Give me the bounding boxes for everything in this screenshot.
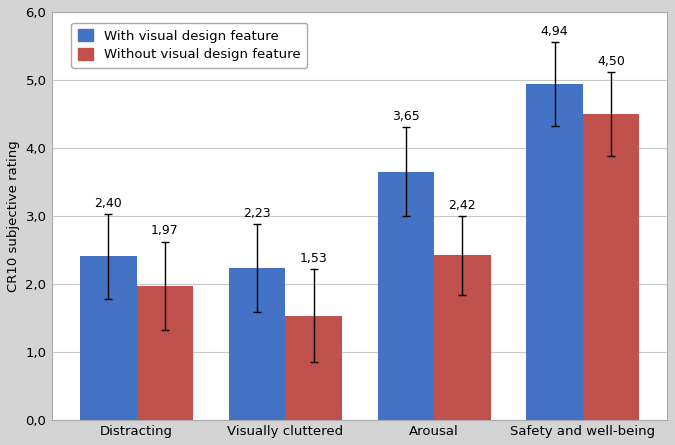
- Text: 2,40: 2,40: [95, 197, 122, 210]
- Bar: [583, 114, 639, 420]
- Legend: With visual design feature, Without visual design feature: With visual design feature, Without visu…: [71, 23, 307, 68]
- Text: 4,94: 4,94: [541, 25, 568, 38]
- Bar: [136, 286, 193, 420]
- Text: 1,53: 1,53: [300, 252, 327, 265]
- Bar: [526, 84, 583, 420]
- Bar: [80, 256, 136, 420]
- Bar: [377, 172, 434, 420]
- Bar: [286, 316, 342, 420]
- Text: 2,23: 2,23: [243, 207, 271, 220]
- Text: 2,42: 2,42: [448, 198, 476, 212]
- Text: 3,65: 3,65: [392, 110, 420, 123]
- Y-axis label: CR10 subjective rating: CR10 subjective rating: [7, 140, 20, 291]
- Bar: [434, 255, 491, 420]
- Bar: [229, 268, 286, 420]
- Text: 4,50: 4,50: [597, 55, 625, 68]
- Text: 1,97: 1,97: [151, 224, 179, 238]
